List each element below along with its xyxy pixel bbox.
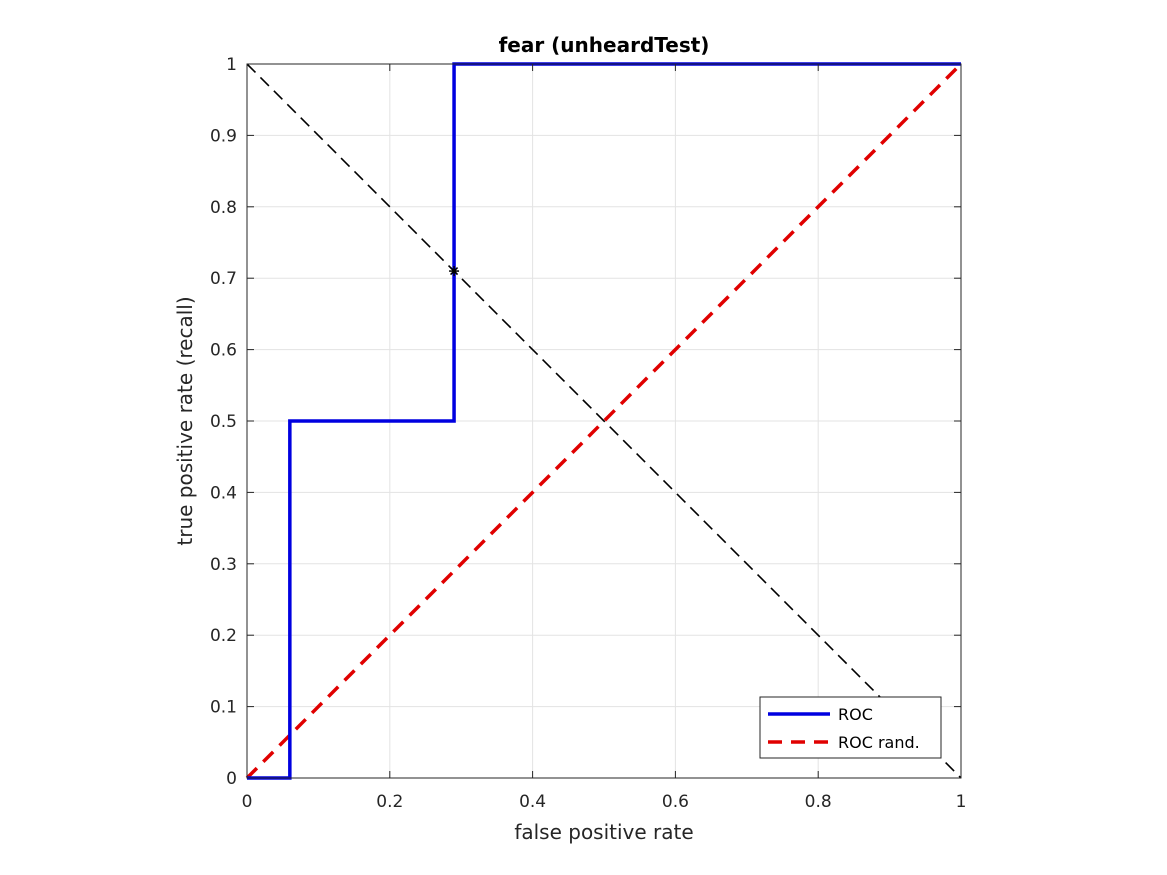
series-line-roc-rand [245,62,963,780]
x-axis-label: false positive rate [514,820,693,844]
y-tick-label: 0.5 [210,412,237,432]
y-tick-label: 1 [226,55,237,75]
y-tick-label: 0.8 [210,198,237,218]
y-tick-label: 0.3 [210,555,237,575]
x-tick-label: 0 [242,792,253,812]
y-tick-label: 0.7 [210,269,237,289]
legend: ROC ROC rand. [759,696,942,759]
y-axis-label: true positive rate (recall) [173,296,197,545]
operating-point-marker [449,266,460,277]
legend-label-roc-rand: ROC rand. [838,733,920,752]
x-tick-label: 0.4 [519,792,546,812]
y-tick-label: 0.1 [210,698,237,718]
x-tick-label: 0.2 [376,792,403,812]
ticks: 0 0.2 0.4 0.6 0.8 1 0 0.1 0.2 0.3 0.4 0.5 0.6 0.7 0.8 0… [210,55,966,812]
legend-label-roc: ROC [838,705,873,724]
chart-title: fear (unheardTest) [499,33,710,57]
x-tick-label: 0.6 [662,792,689,812]
legend-box [759,696,942,759]
y-tick-label: 0.9 [210,126,237,146]
y-tick-label: 0.2 [210,626,237,646]
diagonal-reference-line [246,63,962,779]
x-tick-label: 0.8 [805,792,832,812]
y-tick-label: 0.6 [210,341,237,361]
y-tick-label: 0 [226,769,237,789]
x-tick-label: 1 [956,792,967,812]
y-tick-label: 0.4 [210,483,237,503]
grid [246,63,962,779]
